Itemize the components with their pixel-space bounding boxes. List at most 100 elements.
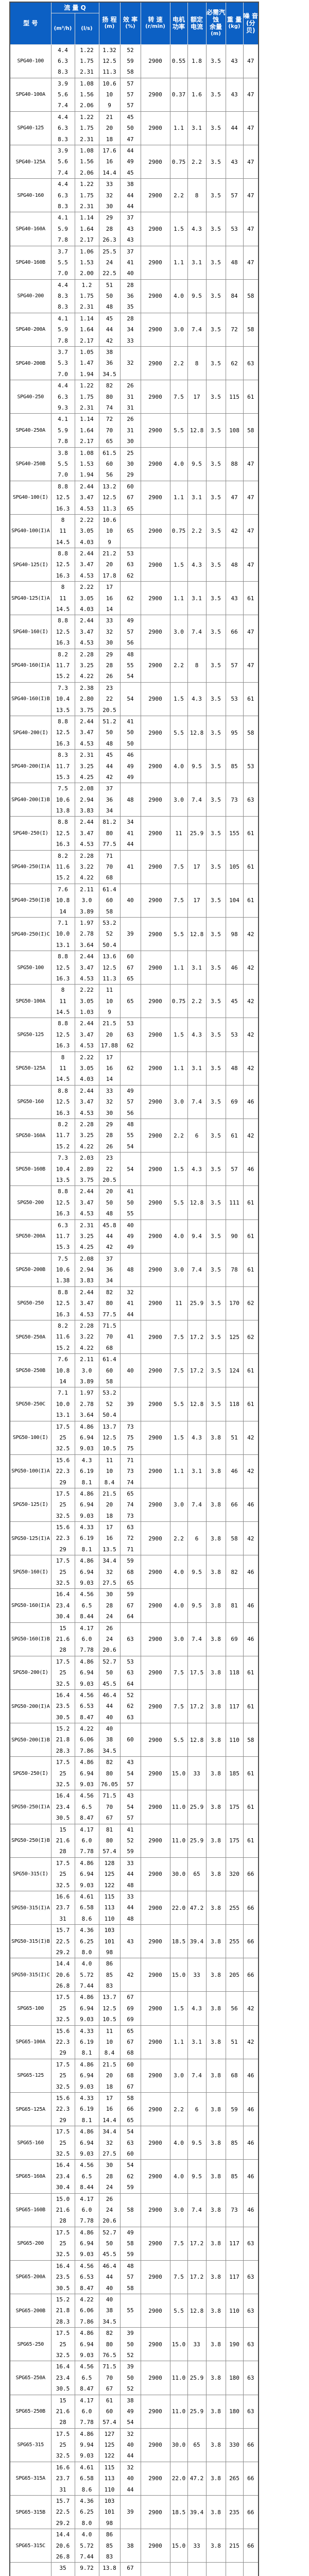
efficiency-value: 67 [127, 964, 134, 971]
head-value: 20.6 [102, 2217, 116, 2225]
efficiency-value [121, 1410, 140, 1420]
head-value: 81.2 [102, 819, 116, 826]
flow-m3h-value: 16.3 [56, 1109, 70, 1116]
npsh-cell: 3.5 [205, 951, 226, 985]
head-value: 70 [106, 1333, 113, 1341]
npsh-cell: 3.8 [205, 1521, 226, 1556]
head-value: 60 [106, 460, 113, 467]
head-cell: 128 125 122 [98, 1857, 121, 1891]
flow-m3h-value: 17.5 [56, 2430, 70, 2437]
head-value: 10.6 [102, 516, 116, 523]
model-name-cell: SPG40-250B [9, 447, 52, 481]
model-name-cell: SPG65-315A [9, 2461, 52, 2496]
speed-cell: 2900 [140, 2361, 170, 2395]
head-value: 22.5 [102, 270, 116, 277]
head-value: 51 [106, 281, 113, 289]
flow-m3h-value: 9.3 [58, 404, 68, 411]
flow-m3h-value: 12.5 [56, 561, 70, 568]
table-row: SPG65-200 17.5 25 32.5 4.86 6.94 9.03 52.7 50 45.… [9, 2226, 259, 2261]
efficiency-value: 39 [127, 930, 134, 938]
noise-cell: 61 [243, 1185, 259, 1220]
efficiency-value [121, 906, 140, 917]
efficiency-value: 40 [127, 897, 134, 904]
speed-cell: 2900 [140, 312, 170, 347]
rated-current-cell: 4.3 [187, 1420, 207, 1455]
efficiency-value [121, 2496, 140, 2507]
efficiency-cell: 60 [119, 1723, 141, 1757]
motor-power-cell: 30.0 [169, 2428, 188, 2462]
efficiency-value: 47 [127, 135, 134, 143]
efficiency-value: 55 [127, 1210, 134, 1217]
motor-power-cell: 1.1 [169, 111, 188, 146]
model-name-cell: SPG40-125(I) [9, 548, 52, 582]
npsh-cell: 3.8 [205, 2092, 226, 2127]
head-cell: 86 85 83 [98, 1958, 121, 1992]
model-name-cell: SPG40-200 [9, 279, 52, 313]
table-row: SPG65-315C 14.4 20.6 26.8 4.0 5.72 7.44 86 85 83 3… [9, 2529, 259, 2563]
motor-power-cell: 11.0 [169, 1823, 188, 1858]
table-row: SPG40-160 4.4 6.3 8.3 1.22 1.75 2.31 33 32 30 38 44… [9, 178, 259, 213]
motor-power-cell: 3.0 [169, 2562, 188, 2576]
efficiency-value [121, 1343, 140, 1353]
npsh-cell: 3.5 [205, 111, 226, 146]
npsh-cell: 3.8 [205, 2126, 226, 2160]
flow-ls-cell: 1.97 2.78 3.64 [74, 917, 99, 952]
efficiency-cell: 28 36 35 [119, 279, 141, 313]
flow-m3h-value: 25 [59, 1871, 66, 1878]
speed-cell: 2900 [140, 1588, 170, 1623]
noise-cell: 62 [243, 1286, 259, 1321]
rated-current-cell: 17 [187, 883, 207, 918]
flow-ls-value: 9.03 [80, 2452, 94, 2460]
flow-m3h-cell: 8.2 11.7 15.2 [50, 648, 75, 683]
table-row: SPG50-160B 7.3 10.4 13.5 2.03 2.89 3.75 23 22 20.… [9, 1152, 259, 1187]
flow-ls-value: 3.22 [80, 1333, 94, 1341]
head-value: 17 [106, 584, 113, 591]
motor-power-cell: 15.0 [169, 2327, 188, 2362]
table-row: SPG65-250 17.5 25 32.5 4.86 6.94 9.03 82 80 76.5 3… [9, 2327, 259, 2362]
rated-current-cell: 17.2 [187, 2260, 207, 2295]
head-value: 40 [106, 2296, 113, 2303]
head-value: 37 [106, 1255, 113, 1262]
table-row: SPG40-160A 4.1 5.9 7.8 1.14 1.64 2.17 29 28 26.3 3… [9, 212, 259, 246]
efficiency-value: 37 [127, 214, 134, 222]
flow-m3h-value: 11.7 [56, 662, 70, 669]
motor-power-cell: 1.1 [169, 951, 188, 985]
head-value: 30 [106, 1591, 113, 1598]
flow-m3h-cell: 8.2 11.6 15.2 [50, 1320, 75, 1354]
flow-m3h-value: 32.5 [56, 2452, 70, 2460]
flow-m3h-value: 10.0 [56, 930, 70, 938]
head-cell: 29 28 26.3 [98, 212, 121, 246]
flow-m3h-value: 11.7 [56, 762, 70, 770]
flow-m3h-value: 28 [59, 2419, 66, 2426]
npsh-cell: 3.8 [205, 2025, 226, 2059]
efficiency-value: 68 [127, 2072, 134, 2079]
table-row: SPG50-200A 6.3 11.7 15.3 2.31 3.25 4.25 45.8 44 4… [9, 1219, 259, 1253]
flow-m3h-value: 16.3 [56, 975, 70, 982]
efficiency-cell: 67 69 69 [119, 1991, 141, 2026]
head-value: 86 [106, 1960, 113, 1968]
noise-cell: 47 [243, 480, 259, 515]
noise-cell: 61 [243, 850, 259, 884]
model-name-cell: SPG40-250(I) [9, 816, 52, 851]
weight-cell: 45 [225, 984, 244, 1019]
head-value: 67 [106, 1815, 113, 1822]
flow-ls-value: 2.44 [80, 1188, 94, 1195]
flow-ls-value: 4.17 [80, 1826, 94, 1833]
flow-ls-cell: 4.86 6.94 9.03 [74, 2327, 99, 2362]
flow-ls-cell: 4.22 6.06 7.86 [74, 1723, 99, 1757]
flow-ls-cell: 4.86 6.94 9.03 [74, 1991, 99, 2026]
head-cell: 11 10 8.4 [98, 2025, 121, 2059]
model-name-cell: SPG50-250(I)A [9, 1790, 52, 1824]
model-name-cell: SPG65-200 [9, 2226, 52, 2261]
flow-m3h-value: 15.2 [56, 1725, 70, 1733]
flow-m3h-cell: 17.5 25 32.5 [50, 1655, 75, 1690]
flow-ls-value: 8.47 [80, 2385, 94, 2393]
efficiency-cell: 677370 [119, 2562, 141, 2576]
flow-m3h-value: 15 [59, 1826, 66, 1833]
weight-cell: 85 [225, 749, 244, 784]
speed-cell: 2900 [140, 1185, 170, 1220]
model-name-cell: SPG50-250B [9, 1353, 52, 1388]
efficiency-value [121, 985, 140, 996]
flow-ls-value: 1.08 [80, 449, 94, 456]
flow-m3h-cell: 4.1 5.9 7.8 [50, 212, 75, 246]
